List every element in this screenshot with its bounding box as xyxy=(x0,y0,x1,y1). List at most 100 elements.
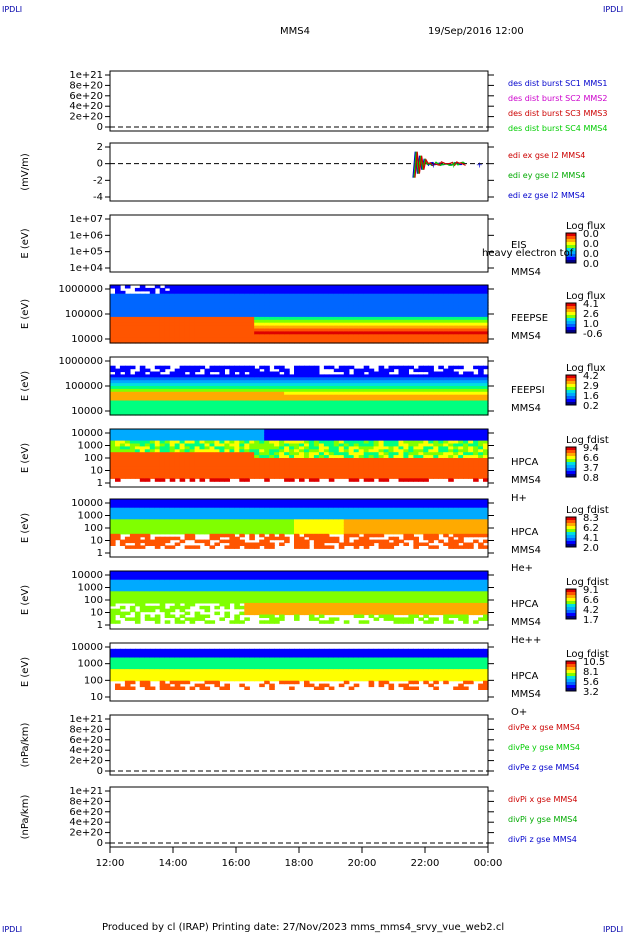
colorbar-swatch xyxy=(566,447,576,451)
colorbar-tick: 2.6 xyxy=(583,309,599,320)
spectrogram-cell xyxy=(154,507,161,512)
spectrogram-cell xyxy=(343,504,350,509)
spectrogram-cell xyxy=(458,455,464,459)
colorbar-frame xyxy=(565,232,577,264)
spectrogram-cell xyxy=(398,458,405,462)
spectrogram-cell xyxy=(438,380,444,384)
spectrogram-cell xyxy=(194,403,201,407)
spectrogram-cell xyxy=(299,446,305,450)
spectrogram-cell xyxy=(304,290,310,295)
spectrogram-cell xyxy=(453,455,459,459)
spectrogram-cell xyxy=(328,308,335,312)
spectrogram-cell xyxy=(239,412,245,416)
spectrogram-cell xyxy=(368,472,375,476)
spectrogram-cell xyxy=(115,290,121,295)
spectrogram-cell xyxy=(294,510,300,515)
spectrogram-cell xyxy=(308,311,315,315)
spectrogram-cell xyxy=(353,475,360,479)
spectrogram-cell xyxy=(209,374,216,378)
spectrogram-cell xyxy=(194,314,201,318)
spectrogram-cell xyxy=(124,519,131,523)
spectrogram-cell xyxy=(478,334,484,338)
spectrogram-cell xyxy=(264,437,270,442)
spectrogram-cell xyxy=(259,431,265,436)
spectrogram-cell xyxy=(219,299,225,303)
colorbar-swatch xyxy=(566,456,576,460)
spectrogram-cell xyxy=(239,383,245,387)
spectrogram-cell xyxy=(299,328,305,332)
spectrogram-cell xyxy=(313,383,320,387)
spectrogram-cell xyxy=(115,431,121,436)
spectrogram-cell xyxy=(115,522,121,526)
spectrogram-cell xyxy=(169,455,176,459)
spectrogram-cell xyxy=(284,507,290,512)
spectrogram-cell xyxy=(254,499,260,503)
spectrogram-cell xyxy=(468,460,474,465)
spectrogram-cell xyxy=(473,469,479,474)
spectrogram-cell xyxy=(328,383,335,387)
spectrogram-cell xyxy=(378,311,385,315)
spectrogram-cell xyxy=(139,287,146,292)
spectrogram-cell xyxy=(179,452,186,456)
spectrogram-cell xyxy=(343,452,350,456)
y-tick-label: -4 xyxy=(93,192,103,203)
spectrogram-cell xyxy=(383,337,390,341)
spectrogram-cell xyxy=(254,530,260,535)
spectrogram-cell xyxy=(139,530,146,535)
spectrogram-cell xyxy=(388,469,395,474)
colorbar-swatch xyxy=(566,459,576,463)
spectrogram-cell xyxy=(363,446,370,450)
spectrogram-cell xyxy=(264,340,270,344)
spectrogram-cell xyxy=(453,475,459,479)
spectrogram-cell xyxy=(284,501,290,506)
spectrogram-cell xyxy=(289,316,295,321)
spectrogram-cell xyxy=(318,466,325,471)
spectrogram-cell xyxy=(373,316,380,321)
spectrogram-cell xyxy=(194,296,201,301)
spectrogram-cell xyxy=(209,394,216,399)
spectrogram-cell xyxy=(468,337,474,341)
spectrogram-cell xyxy=(239,510,245,515)
spectrogram-cell xyxy=(169,388,176,393)
spectrogram-cell xyxy=(164,394,171,399)
legend-entry: edi ey gse l2 MMS4 xyxy=(508,171,586,180)
spectrogram-cell xyxy=(368,296,375,301)
spectrogram-cell xyxy=(483,412,489,416)
spectrogram-cell xyxy=(294,380,300,384)
spectrogram-cell xyxy=(274,328,280,332)
spectrogram-cell xyxy=(184,475,191,479)
spectrogram-cell xyxy=(313,545,320,549)
spectrogram-cell xyxy=(149,386,156,390)
spectrogram-cell xyxy=(443,290,449,295)
spectrogram-cell xyxy=(304,463,310,468)
spectrogram-cell xyxy=(269,437,275,442)
spectrogram-cell xyxy=(194,397,201,402)
spectrogram-cell xyxy=(473,285,479,289)
spectrogram-cell xyxy=(308,412,315,416)
spectrogram-cell xyxy=(174,368,181,373)
spectrogram-cell xyxy=(318,374,325,378)
spectrogram-cell xyxy=(348,377,355,381)
spectrogram-cell xyxy=(239,434,245,439)
spectrogram-cell xyxy=(119,299,126,303)
spectrogram-cell xyxy=(209,325,216,330)
spectrogram-cell xyxy=(343,530,350,535)
spectrogram-cell xyxy=(393,406,400,410)
spectrogram-cell xyxy=(378,466,385,471)
spectrogram-cell xyxy=(249,501,255,506)
spectrogram-cell xyxy=(304,337,310,341)
spectrogram-cell xyxy=(149,403,156,407)
spectrogram-cell xyxy=(164,334,171,338)
spectrogram-cell xyxy=(259,311,265,315)
spectrogram-cell xyxy=(269,475,275,479)
instrument-label: MMS4 xyxy=(511,475,541,486)
spectrogram-cell xyxy=(154,311,161,315)
spectrogram-cell xyxy=(124,299,131,303)
spectrogram-cell xyxy=(308,455,315,459)
spectrogram-cell xyxy=(129,443,136,447)
spectrogram-cell xyxy=(254,316,260,321)
spectrogram-cell xyxy=(418,403,424,407)
spectrogram-cell xyxy=(418,394,424,399)
spectrogram-cell xyxy=(154,322,161,327)
spectrogram-cell xyxy=(363,308,370,312)
